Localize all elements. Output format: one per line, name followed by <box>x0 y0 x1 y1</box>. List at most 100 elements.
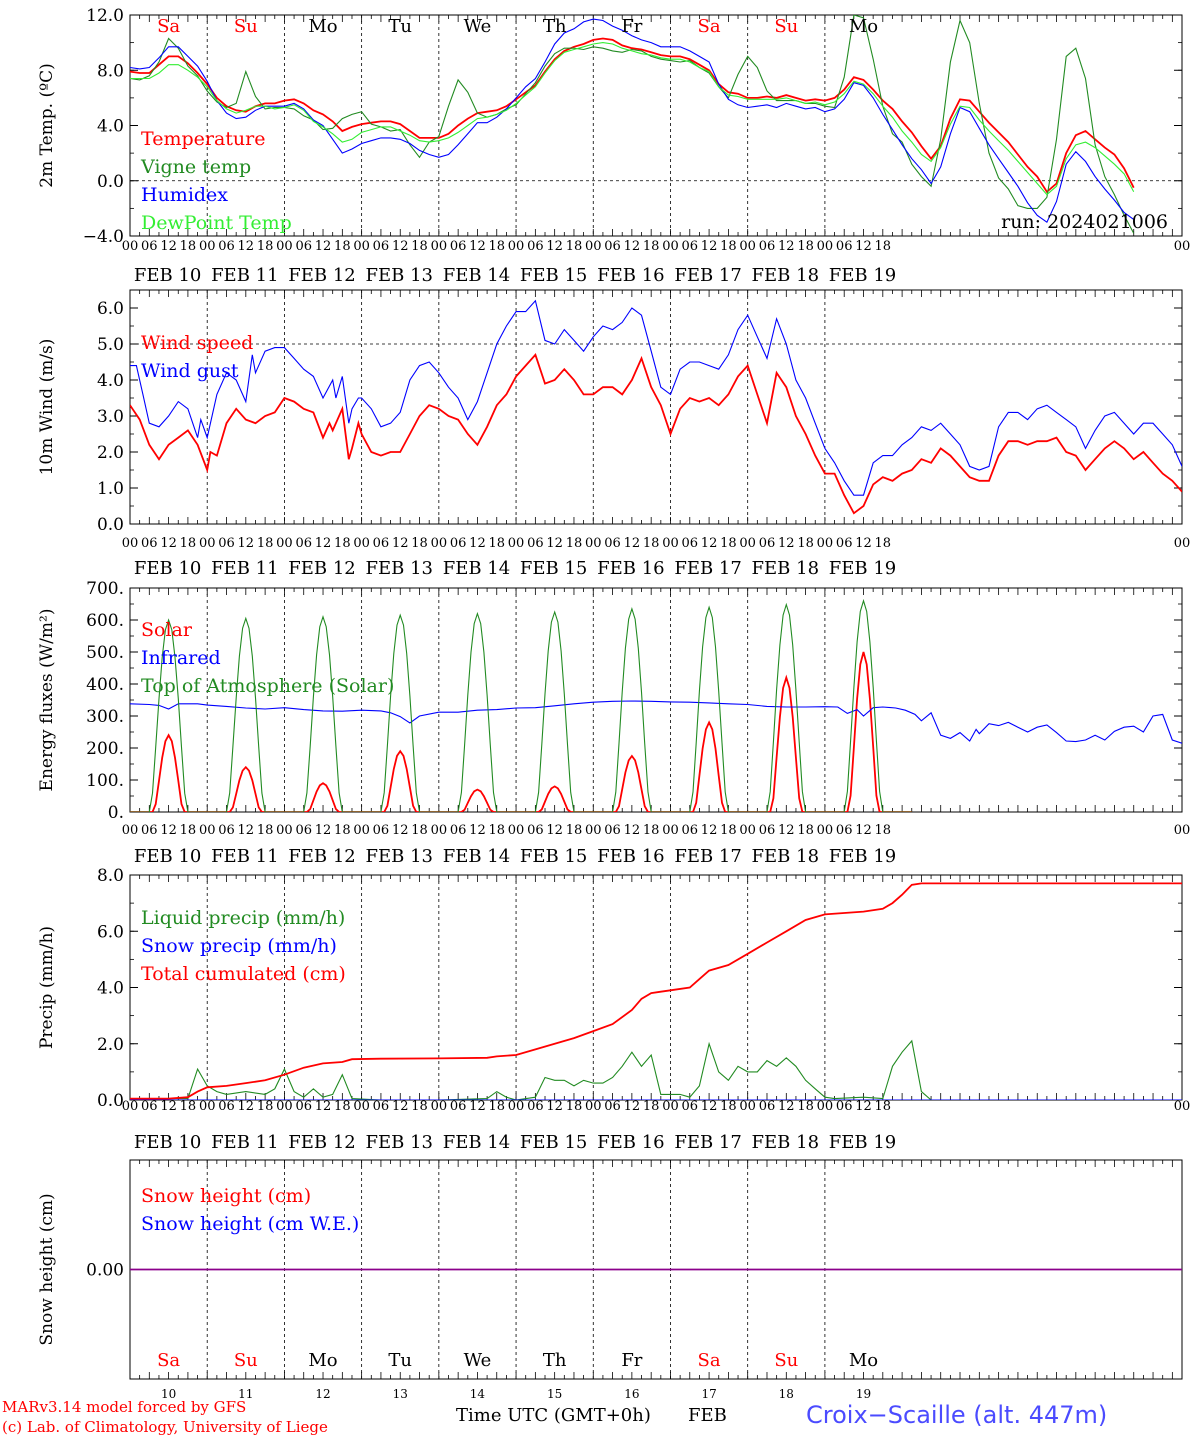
panel-precip: 8.0 6.0 4.0 2.0 0.0 Precip (mm/h) Liquid preci… <box>37 866 1190 1153</box>
legend-entry: Snow height (cm) <box>141 1185 311 1207</box>
hour-tick-label: 12 <box>238 536 255 551</box>
hour-tick-label: 12 <box>469 823 486 838</box>
hour-tick-label: 06 <box>450 1099 467 1114</box>
date-label: FEB 17 <box>674 265 741 286</box>
weekday-label-top: We <box>464 16 492 37</box>
hour-tick-label: 18 <box>257 823 274 838</box>
date-label: FEB 18 <box>752 558 819 579</box>
hour-tick-label: 06 <box>450 823 467 838</box>
hour-tick-label: 12 <box>469 1099 486 1114</box>
plot-frame <box>129 14 1183 237</box>
hour-tick-label: 00 <box>122 536 139 551</box>
hour-tick-label: 06 <box>141 536 158 551</box>
y-tick-label: 4.0 <box>97 117 124 137</box>
legend-entry: Total cumulated (cm) <box>141 963 346 985</box>
hour-tick-label: 06 <box>373 239 390 254</box>
legend-entry: Infrared <box>141 647 221 669</box>
hour-tick-label: 18 <box>797 239 814 254</box>
time-axis-label: Time UTC (GMT+0h) <box>456 1405 651 1426</box>
panel-snow: 0.00 Snow height (cm) Snow height (cm) Snow… <box>37 1159 1183 1380</box>
date-label: FEB 18 <box>752 265 819 286</box>
hour-tick-label: 18 <box>411 536 428 551</box>
hour-tick-label: 06 <box>527 1099 544 1114</box>
hour-tick-label: 12 <box>546 823 563 838</box>
hour-tick-label: 00 <box>122 823 139 838</box>
hour-tick-label: 00 <box>662 239 679 254</box>
y-axis-label: Precip (mm/h) <box>37 926 57 1049</box>
date-label: FEB 11 <box>211 846 278 867</box>
hour-tick-label: 00 <box>276 823 293 838</box>
hour-tick-label: 12 <box>778 823 795 838</box>
hour-tick-label: 00 <box>739 823 756 838</box>
hour-tick-label: 06 <box>527 823 544 838</box>
hour-tick-label: 18 <box>720 823 737 838</box>
y-tick-label: 400. <box>86 675 124 695</box>
series-line <box>130 700 1182 744</box>
hour-tick-label: 18 <box>488 823 505 838</box>
day-number-label: 18 <box>779 1387 794 1401</box>
hour-tick-label: 00 <box>276 1099 293 1114</box>
hour-tick-label: 06 <box>450 536 467 551</box>
day-number-label: 17 <box>701 1387 716 1401</box>
hour-tick-label: 18 <box>180 536 197 551</box>
panel-wind: 6.0 5.0 4.0 3.0 2.0 1.0 0.0 10m Wind (m/s) Wind … <box>37 289 1190 579</box>
hour-tick-label: 18 <box>875 1099 892 1114</box>
hour-tick-label: 18 <box>334 536 351 551</box>
hour-tick-label: 18 <box>797 536 814 551</box>
date-label: FEB 16 <box>597 846 664 867</box>
legend-entry: DewPoint Temp <box>141 212 292 234</box>
hour-tick-label: 00 <box>1174 823 1191 838</box>
y-tick-label: 6.0 <box>97 922 124 942</box>
date-label: FEB 13 <box>365 558 432 579</box>
legend-entry: Temperature <box>141 128 265 150</box>
legend-entry: Snow precip (mm/h) <box>141 935 337 957</box>
hour-tick-label: 00 <box>817 239 834 254</box>
hour-tick-label: 06 <box>682 1099 699 1114</box>
date-label: FEB 15 <box>520 1132 587 1153</box>
hour-tick-label: 18 <box>334 1099 351 1114</box>
weekday-label-top: Sa <box>157 16 180 37</box>
hour-tick-label: 00 <box>276 536 293 551</box>
legend-entry: Wind gust <box>141 360 239 382</box>
hour-tick-label: 18 <box>720 239 737 254</box>
date-label: FEB 17 <box>674 558 741 579</box>
hour-tick-label: 06 <box>604 1099 621 1114</box>
date-label: FEB 12 <box>288 558 355 579</box>
hour-tick-label: 06 <box>450 239 467 254</box>
hour-tick-label: 12 <box>238 239 255 254</box>
hour-tick-label: 00 <box>431 823 448 838</box>
hour-tick-label: 18 <box>720 536 737 551</box>
series-line <box>130 18 1135 224</box>
date-label: FEB 13 <box>365 1132 432 1153</box>
hour-tick-label: 00 <box>353 823 370 838</box>
hour-tick-label: 12 <box>238 823 255 838</box>
date-label: FEB 17 <box>674 846 741 867</box>
hour-tick-label: 06 <box>218 239 235 254</box>
hour-tick-label: 18 <box>334 823 351 838</box>
y-axis-label: 10m Wind (m/s) <box>37 339 57 476</box>
hour-tick-label: 00 <box>1174 1099 1191 1114</box>
hour-tick-label: 18 <box>566 823 583 838</box>
y-tick-label: 5.0 <box>97 335 124 355</box>
weekday-label-bottom: Th <box>543 1350 567 1371</box>
hour-tick-label: 06 <box>295 239 312 254</box>
hour-tick-label: 00 <box>662 1099 679 1114</box>
hour-tick-label: 12 <box>701 1099 718 1114</box>
weekday-label-bottom: Tu <box>388 1350 412 1371</box>
y-axis-label: Snow height (cm) <box>37 1193 57 1345</box>
y-tick-label: 0. <box>108 803 124 823</box>
hour-tick-label: 06 <box>682 536 699 551</box>
hour-tick-label: 12 <box>315 536 332 551</box>
hour-tick-label: 00 <box>122 1099 139 1114</box>
plot-frame <box>129 289 1183 525</box>
weekday-label-top: Su <box>774 16 798 37</box>
hour-tick-label: 12 <box>160 536 177 551</box>
hour-tick-label: 06 <box>295 536 312 551</box>
hour-tick-label: 00 <box>508 239 525 254</box>
y-tick-label: 700. <box>86 579 124 599</box>
date-label: FEB 15 <box>520 558 587 579</box>
date-label: FEB 12 <box>288 1132 355 1153</box>
hour-tick-label: 00 <box>817 536 834 551</box>
hour-tick-label: 12 <box>855 1099 872 1114</box>
